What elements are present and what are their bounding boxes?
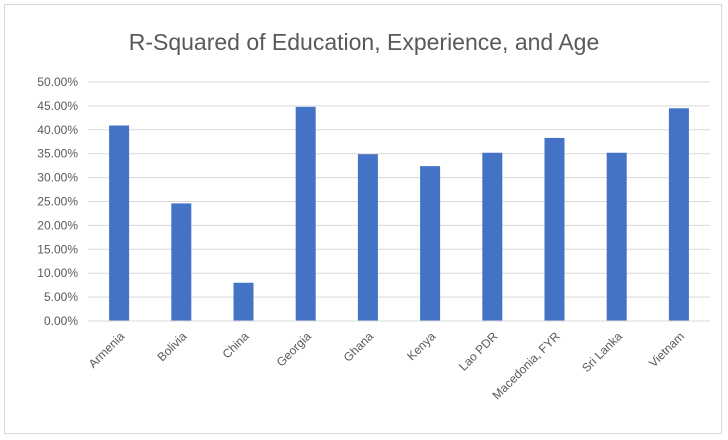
x-category-label: Kenya [404,329,438,363]
y-tick-label: 5.00% [44,290,78,304]
bar-ghana [357,154,378,321]
bar-macedonia-fyr [544,137,565,321]
bar-kenya [420,166,441,321]
y-tick-label: 25.00% [37,195,78,209]
y-tick-label: 40.00% [37,123,78,137]
bar-sri-lanka [606,152,627,321]
bar-lao-pdr [482,152,503,321]
x-category-label: Sri Lanka [579,329,625,375]
bar-china [233,282,254,321]
chart-title: R-Squared of Education, Experience, and … [128,29,600,55]
x-category-label: Lao PDR [456,329,501,374]
x-category-label: Ghana [341,329,377,365]
chart-frame: R-Squared of Education, Experience, and … [4,4,722,434]
y-tick-label: 30.00% [37,171,78,185]
x-category-label: Bolivia [155,329,190,364]
y-tick-label: 10.00% [37,266,78,280]
bar-vietnam [668,108,689,321]
y-tick-label: 15.00% [37,242,78,256]
y-tick-label: 20.00% [37,218,78,232]
bar-armenia [109,125,130,321]
y-tick-label: 0.00% [44,314,78,328]
y-tick-label: 35.00% [37,147,78,161]
x-category-label: Armenia [86,329,128,371]
y-tick-label: 45.00% [37,99,78,113]
bar-chart: 0.00% 5.00% 10.00% 15.00% 20.00% 25.00% 30.00%… [37,75,710,402]
y-tick-label: 50.00% [37,75,78,89]
bar-georgia [295,106,316,321]
x-category-label: Macedonia, FYR [490,329,563,402]
x-category-label: Vietnam [646,329,687,370]
x-category-label: Georgia [274,329,314,369]
x-category-label: China [220,329,252,361]
bar-bolivia [171,203,192,321]
